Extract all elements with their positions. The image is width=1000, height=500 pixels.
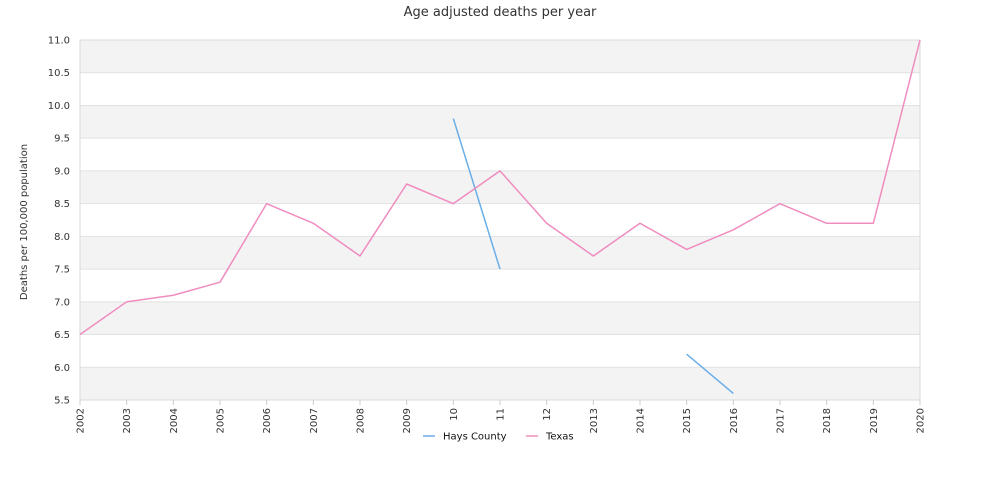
- x-tick-label: 2009: [402, 408, 413, 433]
- series-line-hays-county: [453, 40, 920, 393]
- x-tick-label: 2005: [216, 408, 227, 433]
- x-tick-label: 2016: [729, 408, 740, 433]
- legend-label: Texas: [545, 432, 574, 443]
- plot-frame: [79, 39, 921, 401]
- x-tick-label: 2003: [122, 408, 133, 433]
- y-tick-label: 5.5: [54, 396, 70, 407]
- y-tick-label: 9.5: [54, 134, 70, 145]
- gridlines: [80, 39, 920, 401]
- y-tick-label: 9.0: [54, 166, 70, 177]
- y-tick-label: 10.0: [48, 101, 70, 112]
- y-tick-label: 6.5: [54, 330, 70, 341]
- y-tick-label: 8.0: [54, 232, 70, 243]
- x-tick-label: 11: [496, 408, 507, 421]
- grid-band: [80, 236, 920, 270]
- y-axis-ticks: 5.5 6.0 6.5 7.0 7.5 8.0 8.5 9.0 9.5 10.0 10.5 11.0: [48, 36, 70, 407]
- x-axis-ticks: 2002 2003 2004 2005 2006 2007 2008 2009 10 11 12 20…: [76, 400, 927, 433]
- x-tick-label: 2019: [869, 408, 880, 433]
- grid-band: [80, 170, 920, 204]
- y-tick-label: 10.5: [48, 68, 70, 79]
- grid-band: [80, 301, 920, 335]
- series-line-texas: [79, 39, 921, 336]
- x-tick-label: 2014: [636, 408, 647, 433]
- x-tick-label: 2004: [169, 408, 180, 433]
- y-axis-label: Deaths per 100,000 population: [19, 144, 30, 300]
- series-lines: [79, 39, 921, 393]
- y-tick-label: 8.5: [54, 199, 70, 210]
- x-tick-label: 2018: [822, 408, 833, 433]
- x-tick-label: 10: [449, 408, 460, 421]
- grid-band: [80, 40, 920, 73]
- x-tick-label: 2006: [262, 408, 273, 433]
- y-tick-label: 7.0: [54, 297, 70, 308]
- y-tick-label: 7.5: [54, 265, 70, 276]
- x-tick-label: 2020: [916, 408, 927, 433]
- x-tick-label: 2013: [589, 408, 600, 433]
- x-tick-label: 2008: [356, 408, 367, 433]
- y-tick-label: 11.0: [48, 36, 70, 47]
- x-tick-label: 2017: [776, 408, 787, 433]
- grid-bands: [80, 40, 920, 400]
- grid-band: [80, 367, 920, 400]
- legend-label: Hays County: [443, 432, 507, 443]
- chart-title: Age adjusted deaths per year: [404, 5, 597, 20]
- x-tick-label: 2002: [76, 408, 87, 433]
- x-tick-label: 12: [542, 408, 553, 421]
- x-tick-label: 2015: [682, 408, 693, 433]
- grid-band: [80, 105, 920, 139]
- legend: Hays County Texas: [423, 432, 574, 443]
- y-tick-label: 6.0: [54, 363, 70, 374]
- x-tick-label: 2007: [309, 408, 320, 433]
